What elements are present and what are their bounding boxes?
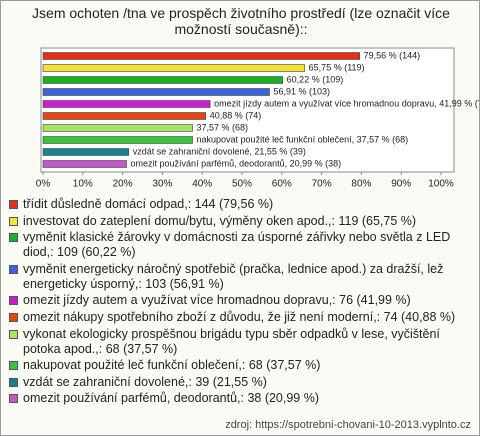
legend-item: omezit používání parfémů, deodorantů,: 3…: [7, 391, 473, 406]
legend-item: vzdát se zahraniční dovolené,: 39 (21,55…: [7, 375, 473, 390]
legend-marker: [9, 377, 18, 387]
legend-label: nakupovat použité leč funkční oblečení,:…: [23, 358, 321, 373]
bar: [42, 88, 270, 96]
x-tick-label: 40%: [192, 179, 212, 190]
legend-marker: [9, 329, 18, 339]
x-tick-label: 30%: [152, 179, 172, 190]
legend-marker: [9, 296, 18, 306]
legend-item: vykonat ekologicky prospěšnou brigádu ty…: [7, 327, 473, 357]
bar: [42, 160, 127, 168]
value-label: 40,88 % (74): [210, 110, 262, 120]
legend-marker: [9, 200, 18, 209]
value-label: omezit používání parfémů, deodorantů, 20…: [131, 158, 342, 168]
legend-label: omezit nákupy spotřebního zboží z důvodu…: [23, 309, 456, 324]
value-label: 60,22 % (109): [287, 74, 344, 84]
legend-label: investovat do zateplení domu/bytu, výměn…: [23, 213, 417, 228]
source: zdroj: https://spotrebni-chovani-10-2013…: [225, 419, 471, 431]
legend-marker: [9, 361, 18, 371]
legend-label: vyměnit klasické žárovky v domácnosti za…: [23, 230, 451, 260]
value-label: 37,57 % (68): [197, 122, 249, 132]
bar: [42, 124, 193, 132]
legend-item: třídit důsledně domácí odpad,: 144 (79,5…: [7, 197, 473, 212]
legend-marker: [9, 264, 18, 274]
x-tick-label: 80%: [351, 179, 371, 190]
bar: [42, 76, 283, 84]
legend-label: vykonat ekologicky prospěšnou brigádu ty…: [23, 326, 440, 356]
chart-title: Jsem ochoten /tna ve prospěch životního …: [32, 5, 450, 37]
legend-item: vyměnit energeticky náročný spotřebič (p…: [7, 262, 473, 292]
legend-item: investovat do zateplení domu/bytu, výměn…: [7, 214, 473, 229]
value-label: 79,56 % (144): [364, 50, 421, 60]
bar: [42, 148, 130, 156]
x-tick-label: 0%: [36, 179, 51, 190]
legend-marker: [9, 233, 18, 243]
x-tick-label: 90%: [391, 179, 411, 190]
legend-label: třídit důsledně domácí odpad,: 144 (79,5…: [23, 197, 274, 211]
value-label: vzdát se zahraniční dovolené, 21,55 % (3…: [133, 146, 306, 156]
legend-marker: [9, 312, 18, 322]
value-label: omezit jízdy autem a využívat více hroma…: [214, 98, 479, 108]
legend-item: omezit jízdy autem a využívat více hroma…: [7, 293, 473, 308]
legend-marker: [9, 216, 18, 226]
legend-item: nakupovat použité leč funkční oblečení,:…: [7, 358, 473, 373]
legend-marker: [9, 394, 18, 404]
x-tick-label: 50%: [232, 179, 252, 190]
bar: [42, 64, 305, 72]
value-label: 56,91 % (103): [274, 86, 331, 96]
legend-label: vyměnit energeticky náročný spotřebič (p…: [23, 261, 444, 291]
x-tick-label: 60%: [272, 179, 292, 190]
bar: [42, 52, 360, 60]
x-tick-label: 100%: [428, 179, 454, 190]
x-tick-label: 10%: [73, 179, 93, 190]
legend-label: omezit používání parfémů, deodorantů,: 3…: [23, 391, 320, 406]
legend-item: vyměnit klasické žárovky v domácnosti za…: [7, 230, 473, 260]
x-tick-label: 70%: [312, 179, 332, 190]
legend-label: vzdát se zahraniční dovolené,: 39 (21,55…: [23, 374, 267, 389]
x-tick-label: 20%: [113, 179, 133, 190]
bar: [42, 136, 193, 144]
legend-item: omezit nákupy spotřebního zboží z důvodu…: [7, 310, 473, 325]
value-label: 65,75 % (119): [309, 62, 365, 72]
bar: [42, 112, 207, 120]
legend-label: omezit jízdy autem a využívat více hroma…: [23, 293, 411, 308]
legend: třídit důsledně domácí odpad,: 144 (79,5…: [7, 197, 473, 408]
bar: [42, 100, 211, 108]
plot: 0% 10% 20% 30% 40% 50% 60% 70% 80% 90% 100% 79,56 %…: [36, 47, 479, 190]
value-label: nakupovat použité leč funkční oblečení, …: [197, 134, 409, 144]
